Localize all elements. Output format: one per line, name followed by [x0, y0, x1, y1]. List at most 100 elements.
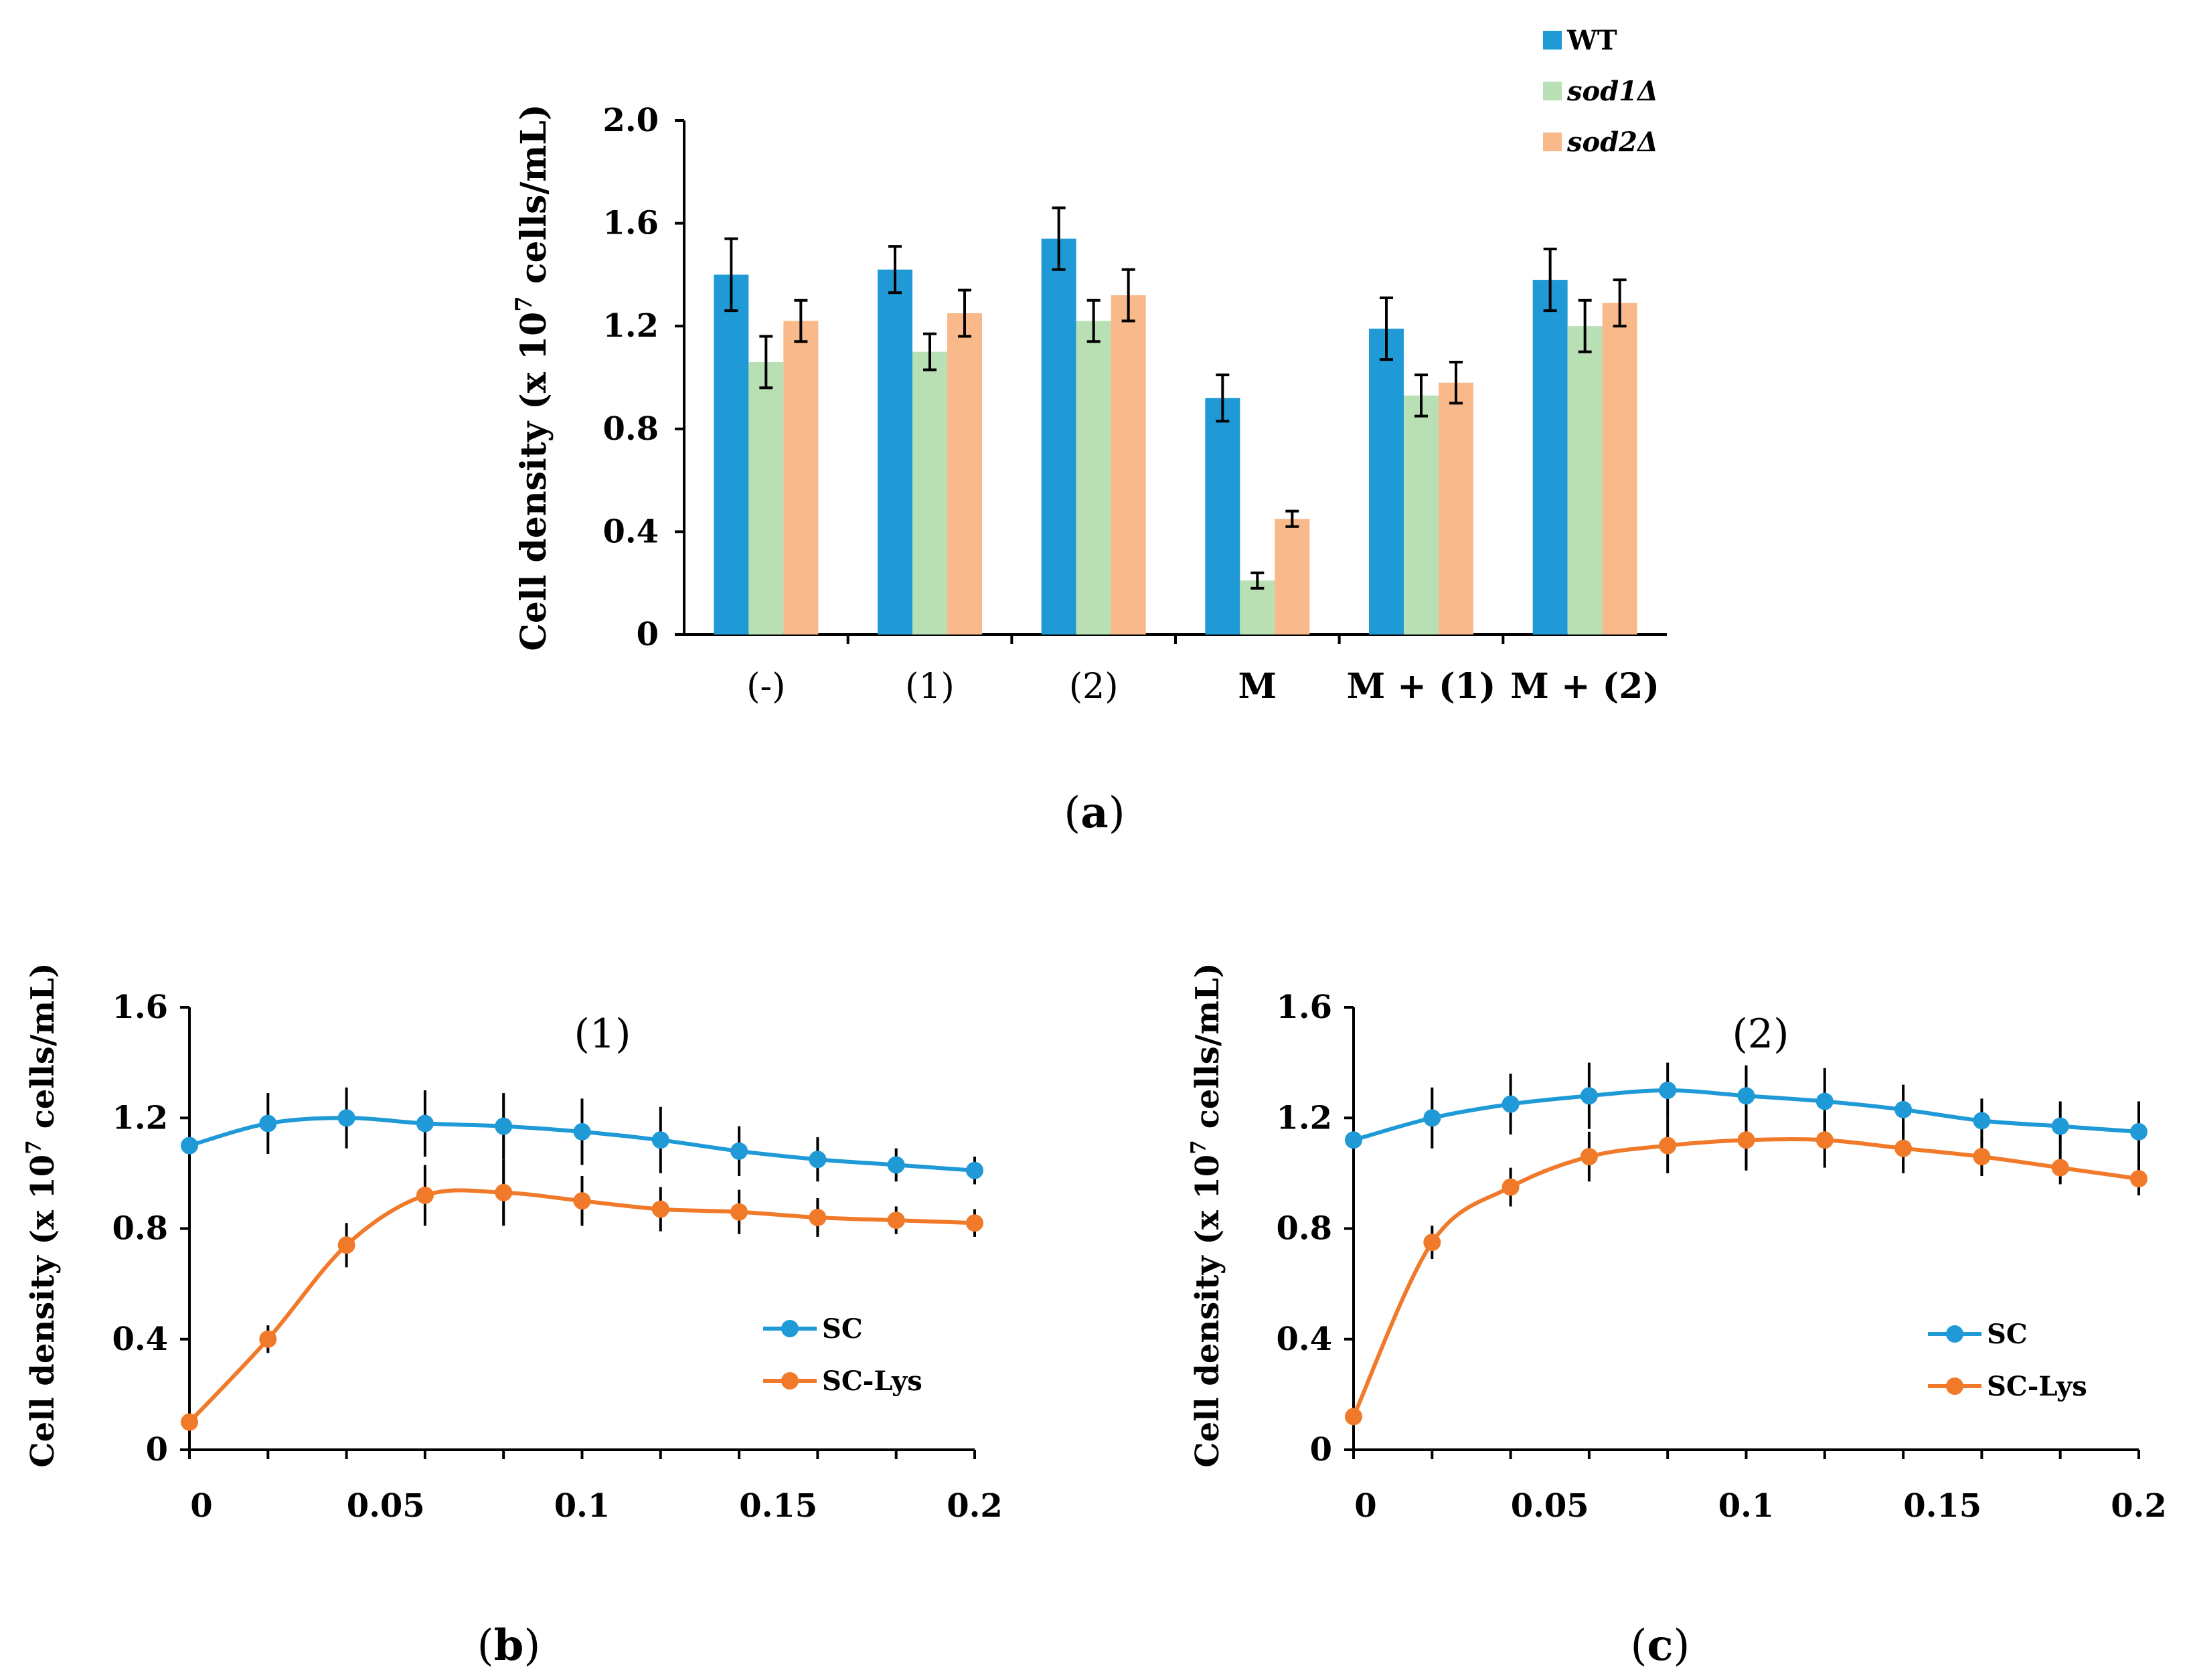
legend-marker [1946, 1325, 1963, 1343]
y-tick-label: 0.4 [602, 513, 659, 550]
legend-label: SC [822, 1313, 863, 1345]
y-axis-label: Cell density (x 107 cells/mL) [22, 962, 62, 1467]
bar-sod2-4 [1439, 382, 1473, 635]
bar-sod1-0 [748, 361, 784, 635]
point-sc-5 [573, 1122, 591, 1141]
point-sc-6 [1815, 1092, 1834, 1110]
point-sc-10 [2130, 1122, 2147, 1141]
panel-c-line-chart: 0 0.4 0.8 1.2 1.6 0 0.05 0.1 0.15 0.2 Cell density… [1187, 962, 2167, 1525]
bar-sod2-3 [1275, 519, 1310, 635]
bar-WT-1 [878, 269, 912, 635]
y-tick-label: 0.4 [1276, 1321, 1332, 1358]
point-sclys-6 [1815, 1131, 1834, 1149]
legend-swatch [1543, 133, 1562, 151]
point-sc-8 [809, 1151, 827, 1169]
y-tick-label: 0 [637, 616, 659, 653]
legend-label: SC [1987, 1319, 2028, 1350]
y-tick-label: 1.6 [1276, 989, 1332, 1026]
point-sc-4 [495, 1117, 513, 1135]
x-tick-label: 0.2 [2111, 1487, 2167, 1525]
x-category-label: (2) [1069, 667, 1119, 707]
x-tick-label: 0 [190, 1487, 212, 1525]
point-sclys-4 [1659, 1137, 1677, 1155]
point-sc-6 [651, 1131, 669, 1149]
point-sc-9 [2051, 1117, 2069, 1135]
point-sclys-6 [651, 1200, 669, 1218]
legend-swatch [1543, 31, 1562, 50]
x-tick-label: 0.15 [739, 1487, 817, 1525]
y-tick-label: 2.0 [602, 102, 659, 139]
legend-marker [1946, 1377, 1963, 1395]
y-tick-label: 1.2 [602, 307, 659, 345]
point-sc-0 [181, 1137, 198, 1155]
bar-sod1-4 [1404, 395, 1439, 635]
point-sc-5 [1737, 1087, 1755, 1105]
point-sc-9 [887, 1156, 905, 1174]
legend-marker [781, 1320, 799, 1337]
y-tick-label: 1.6 [112, 989, 168, 1026]
bar-WT-0 [714, 274, 749, 635]
point-sc-3 [1580, 1087, 1598, 1105]
point-sclys-3 [1580, 1148, 1598, 1166]
point-sclys-1 [259, 1330, 277, 1348]
point-sclys-0 [181, 1413, 198, 1431]
point-sclys-8 [1973, 1148, 1991, 1166]
point-sc-2 [337, 1109, 355, 1127]
y-axis-label: Cell density (x 107 cells/mL) [510, 104, 554, 651]
point-sclys-8 [809, 1208, 827, 1226]
legend-label: SC-Lys [822, 1365, 922, 1397]
panel-c-label: (c) [1631, 1620, 1690, 1671]
x-category-label: M [1238, 666, 1277, 707]
x-tick-label: 0.1 [1718, 1487, 1775, 1525]
bar-sod1-1 [912, 351, 947, 635]
y-tick-label: 1.6 [602, 205, 659, 242]
x-tick-label: 0.1 [554, 1487, 611, 1525]
point-sc-4 [1659, 1081, 1677, 1099]
y-axis-label: Cell density (x 107 cells/mL) [1187, 962, 1226, 1467]
chart-title: (2) [1732, 1011, 1789, 1058]
point-sc-7 [730, 1142, 748, 1160]
point-sclys-5 [573, 1192, 591, 1210]
point-sc-2 [1502, 1095, 1520, 1113]
point-sclys-7 [730, 1203, 748, 1221]
point-sclys-7 [1894, 1139, 1913, 1157]
x-tick-label: 0 [1354, 1487, 1376, 1525]
x-tick-label: 0.05 [347, 1487, 425, 1525]
point-sc-7 [1894, 1100, 1913, 1118]
x-category-label: M + (2) [1510, 666, 1659, 707]
x-tick-label: 0.2 [947, 1487, 1003, 1525]
y-tick-label: 0 [1310, 1431, 1332, 1468]
point-sclys-2 [337, 1236, 355, 1254]
point-sclys-10 [2130, 1170, 2147, 1188]
bar-WT-4 [1369, 329, 1404, 635]
series-line-sclys [1352, 1137, 2139, 1418]
point-sclys-2 [1502, 1178, 1520, 1196]
point-sc-0 [1345, 1131, 1362, 1149]
point-sclys-9 [887, 1211, 905, 1230]
point-sclys-9 [2051, 1159, 2069, 1177]
x-category-label: M + (1) [1347, 666, 1496, 707]
point-sclys-3 [416, 1186, 434, 1204]
bar-WT-3 [1205, 398, 1240, 635]
legend-label: SC-Lys [1987, 1371, 2087, 1402]
point-sc-1 [259, 1114, 277, 1132]
panel-b-line-chart: 0 0.4 0.8 1.2 1.6 0 0.05 0.1 0.15 0.2 Cell density… [22, 962, 1003, 1525]
y-tick-label: 0 [146, 1431, 168, 1468]
bar-sod2-0 [783, 321, 819, 635]
panel-b-label: (b) [477, 1620, 541, 1671]
series-line-sclys [187, 1188, 975, 1424]
legend-swatch [1543, 82, 1562, 100]
x-tick-label: 0.05 [1511, 1487, 1589, 1525]
legend-label: sod1Δ [1566, 76, 1658, 107]
y-tick-label: 0.8 [602, 410, 659, 448]
legend-label: WT [1566, 25, 1617, 56]
x-tick-label: 0.15 [1903, 1487, 1981, 1525]
bar-sod2-5 [1602, 303, 1637, 635]
panel-a-label: (a) [1064, 788, 1125, 838]
y-tick-label: 0.8 [1276, 1210, 1332, 1248]
point-sc-1 [1423, 1109, 1441, 1127]
y-tick-label: 1.2 [1276, 1099, 1332, 1137]
bar-sod1-5 [1567, 326, 1603, 635]
panel-a-bar-chart: 0 0.4 0.8 1.2 1.6 2.0 Cell density (x 107 cell… [510, 25, 1667, 707]
